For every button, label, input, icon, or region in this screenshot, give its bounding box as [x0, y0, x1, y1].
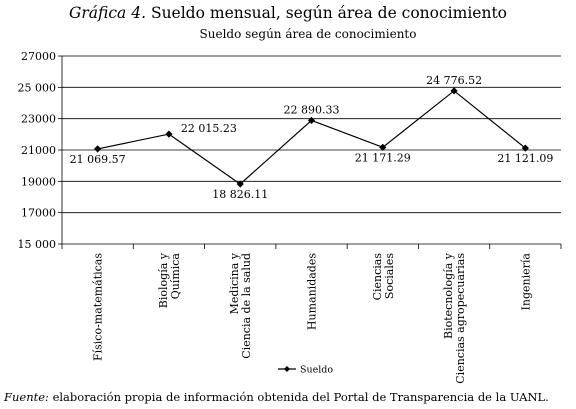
data-label: 21 171.29	[355, 151, 411, 164]
data-label: 21 069.57	[70, 153, 126, 166]
data-label: 22 890.33	[284, 103, 340, 116]
figure-label: Gráfica 4.	[69, 4, 147, 22]
x-tick-label: Humanidades	[306, 253, 319, 330]
figure-title: Gráfica 4. Sueldo mensual, según área de…	[0, 4, 576, 22]
figure-title-text: Sueldo mensual, según área de conocimien…	[150, 4, 507, 22]
data-label: 18 826.11	[212, 188, 268, 201]
data-point	[307, 116, 316, 124]
source-note: Fuente: elaboración propia de informació…	[4, 390, 549, 404]
data-point	[450, 87, 458, 95]
y-tick-label: 21000	[21, 144, 56, 157]
data-point	[165, 130, 173, 138]
data-point	[521, 144, 529, 152]
data-label: 22 015.23	[181, 122, 237, 135]
y-tick-label: 15 000	[18, 238, 57, 251]
x-tick-label: Biotecnología yCiencias agropecuarias	[442, 252, 467, 384]
data-label: 21 121.09	[497, 152, 553, 165]
y-tick-label: 19000	[21, 175, 56, 188]
x-tick-label: CienciasSociales	[371, 253, 396, 301]
y-tick-label: 25 000	[18, 81, 57, 94]
x-tick-label: Biología yQuímica	[157, 252, 182, 308]
legend-label: Sueldo	[300, 365, 333, 376]
data-point	[236, 180, 244, 188]
y-tick-label: 27000	[21, 50, 56, 63]
source-text: elaboración propia de información obteni…	[52, 390, 549, 404]
data-point	[379, 143, 387, 151]
x-tick-label: Ingeniería	[519, 253, 532, 311]
y-tick-label: 17000	[21, 207, 56, 220]
data-point	[94, 145, 102, 153]
source-label: Fuente:	[4, 390, 49, 404]
data-label: 24 776.52	[426, 74, 482, 87]
chart-title: Sueldo según área de conocimiento	[199, 27, 417, 41]
x-tick-label: Físico-matemáticas	[92, 253, 105, 361]
y-tick-label: 23000	[21, 113, 56, 126]
legend-marker	[284, 366, 290, 372]
x-tick-label: Medicina yCiencia de la salud	[228, 252, 253, 359]
